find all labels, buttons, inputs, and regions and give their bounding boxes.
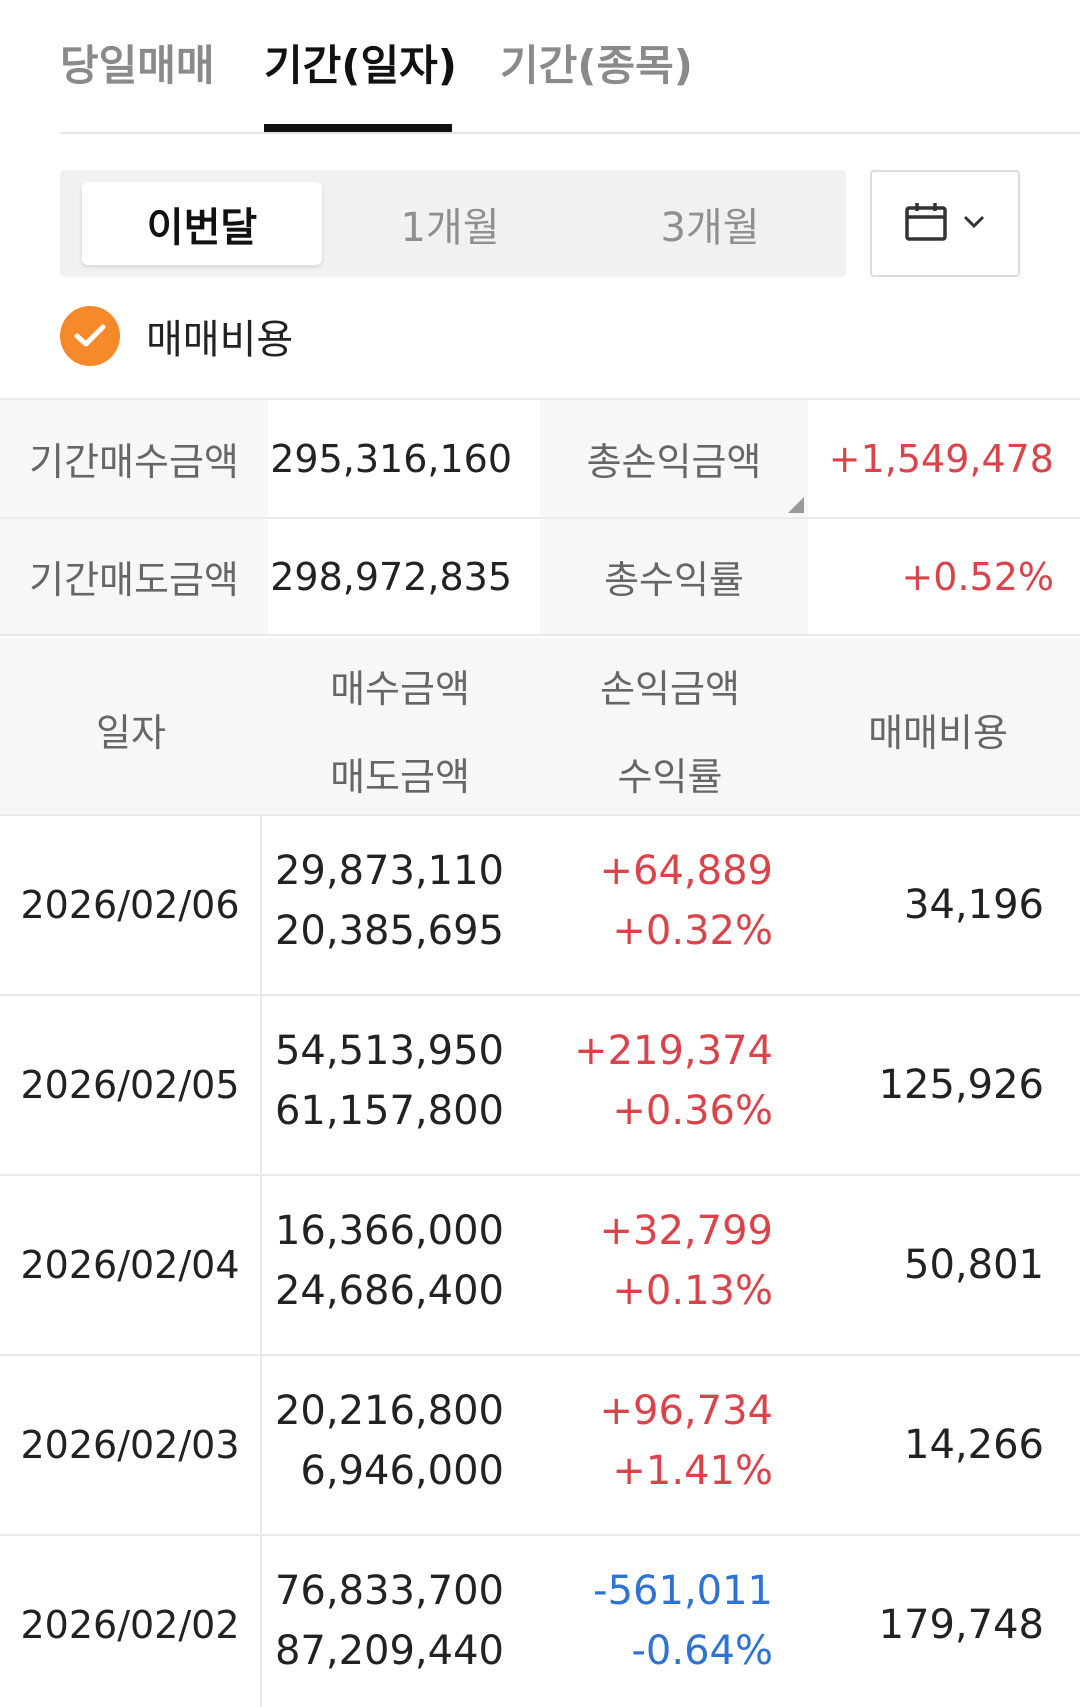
- summary-table: 기간매수금액 295,316,160 총손익금액 +1,549,478 기간매도…: [0, 398, 1080, 636]
- row-buy-amount: 20,216,800: [274, 1388, 504, 1434]
- tab-bar: 당일매매 기간(일자) 기간(종목): [60, 0, 1080, 134]
- row-trading-fee: 125,926: [878, 1062, 1044, 1108]
- period-sell-amount-label: 기간매도금액: [0, 519, 268, 634]
- row-date: 2026/02/06: [0, 816, 262, 994]
- table-row[interactable]: 2026/02/05 54,513,950 61,157,800 +219,37…: [0, 996, 1080, 1176]
- summary-row-sell: 기간매도금액 298,972,835 총수익률 +0.52%: [0, 517, 1080, 636]
- calendar-icon: [904, 202, 948, 246]
- row-date: 2026/02/02: [0, 1536, 262, 1707]
- row-date: 2026/02/04: [0, 1176, 262, 1354]
- table-row[interactable]: 2026/02/03 20,216,800 6,946,000 +96,734 …: [0, 1356, 1080, 1536]
- checkmark-icon: [60, 306, 120, 366]
- row-pl-amount: +64,889: [599, 848, 773, 894]
- daily-trade-list: 2026/02/06 29,873,110 20,385,695 +64,889…: [0, 816, 1080, 1707]
- chevron-down-icon: [962, 214, 986, 234]
- row-trading-fee: 34,196: [904, 882, 1044, 928]
- summary-row-buy: 기간매수금액 295,316,160 총손익금액 +1,549,478: [0, 398, 1080, 517]
- row-return-rate: +1.41%: [612, 1448, 773, 1494]
- table-row[interactable]: 2026/02/04 16,366,000 24,686,400 +32,799…: [0, 1176, 1080, 1356]
- row-sell-amount: 6,946,000: [300, 1448, 504, 1494]
- tab-period-by-date[interactable]: 기간(일자): [264, 41, 457, 90]
- row-return-rate: -0.64%: [631, 1628, 773, 1674]
- tab-today-trades[interactable]: 당일매매: [60, 41, 215, 90]
- header-date: 일자: [96, 711, 166, 755]
- period-this-month-button[interactable]: 이번달: [82, 182, 322, 265]
- total-pl-amount-label[interactable]: 총손익금액: [540, 400, 808, 517]
- row-pl-amount: +32,799: [599, 1208, 773, 1254]
- detail-table-header: 일자 매수금액 매도금액 손익금액 수익률 매매비용: [0, 638, 1080, 816]
- row-return-rate: +0.13%: [612, 1268, 773, 1314]
- row-trading-fee: 179,748: [878, 1602, 1044, 1648]
- active-tab-indicator: [264, 124, 452, 132]
- row-buy-amount: 54,513,950: [274, 1028, 504, 1074]
- row-return-rate: +0.36%: [612, 1088, 773, 1134]
- period-selector: 이번달 1개월 3개월: [60, 170, 846, 277]
- row-sell-amount: 87,209,440: [274, 1628, 504, 1674]
- trading-fee-label: 매매비용: [146, 317, 294, 363]
- row-date: 2026/02/03: [0, 1356, 262, 1534]
- total-pl-amount-value: +1,549,478: [810, 400, 1080, 517]
- row-buy-amount: 16,366,000: [274, 1208, 504, 1254]
- calendar-dropdown-button[interactable]: [870, 170, 1020, 277]
- period-buy-amount-label: 기간매수금액: [0, 400, 268, 517]
- trading-fee-checkbox[interactable]: 매매비용: [60, 306, 293, 366]
- header-sell-amount: 매도금액: [330, 755, 470, 799]
- row-buy-amount: 29,873,110: [274, 848, 504, 894]
- row-buy-amount: 76,833,700: [274, 1568, 504, 1614]
- period-buy-amount-value: 295,316,160: [270, 400, 538, 517]
- tab-period-by-stock[interactable]: 기간(종목): [500, 41, 693, 90]
- row-sell-amount: 61,157,800: [274, 1088, 504, 1134]
- total-return-rate-value: +0.52%: [810, 519, 1080, 634]
- row-pl-amount: -561,011: [593, 1568, 773, 1614]
- total-return-rate-label: 총수익률: [540, 519, 808, 634]
- header-return-rate: 수익률: [617, 755, 723, 799]
- period-sell-amount-value: 298,972,835: [270, 519, 538, 634]
- row-return-rate: +0.32%: [612, 908, 773, 954]
- row-date: 2026/02/05: [0, 996, 262, 1174]
- header-buy-amount: 매수금액: [330, 667, 470, 711]
- header-trading-fee: 매매비용: [868, 711, 1008, 755]
- period-1-month-button[interactable]: 1개월: [400, 204, 500, 251]
- table-row[interactable]: 2026/02/06 29,873,110 20,385,695 +64,889…: [0, 816, 1080, 996]
- table-row[interactable]: 2026/02/02 76,833,700 87,209,440 -561,01…: [0, 1536, 1080, 1707]
- total-pl-amount-label-text: 총손익금액: [586, 440, 762, 484]
- row-trading-fee: 50,801: [904, 1242, 1044, 1288]
- row-pl-amount: +96,734: [599, 1388, 773, 1434]
- corner-triangle-icon: [788, 497, 804, 513]
- header-pl-amount: 손익금액: [600, 667, 740, 711]
- period-3-month-button[interactable]: 3개월: [660, 204, 760, 251]
- row-sell-amount: 24,686,400: [274, 1268, 504, 1314]
- row-sell-amount: 20,385,695: [274, 908, 504, 954]
- row-trading-fee: 14,266: [904, 1422, 1044, 1468]
- row-pl-amount: +219,374: [574, 1028, 773, 1074]
